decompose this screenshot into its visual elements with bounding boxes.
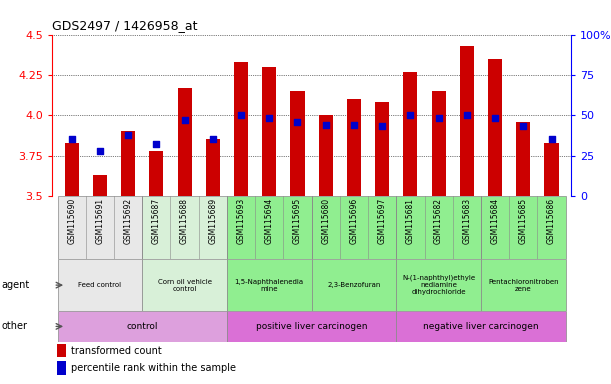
Bar	[397, 259, 481, 311]
Bar	[431, 91, 445, 196]
Bar	[397, 311, 566, 342]
Text: 2,3-Benzofuran: 2,3-Benzofuran	[327, 282, 381, 288]
Bar	[149, 151, 163, 196]
Text: GSM115682: GSM115682	[434, 198, 443, 244]
Text: percentile rank within the sample: percentile rank within the sample	[71, 363, 236, 373]
Text: agent: agent	[1, 280, 29, 290]
Point	[377, 123, 387, 129]
Text: GSM115685: GSM115685	[519, 198, 528, 244]
Bar	[488, 59, 502, 196]
Point	[67, 136, 76, 142]
Text: control: control	[126, 322, 158, 331]
Text: negative liver carcinogen: negative liver carcinogen	[423, 322, 539, 331]
Point	[123, 131, 133, 137]
Bar	[227, 311, 397, 342]
Bar	[57, 259, 142, 311]
Text: GSM115681: GSM115681	[406, 198, 415, 244]
Bar	[375, 102, 389, 196]
Text: GSM115693: GSM115693	[236, 198, 246, 244]
Text: GSM115695: GSM115695	[293, 198, 302, 244]
Text: 1,5-Naphthalenedia
mine: 1,5-Naphthalenedia mine	[235, 279, 304, 291]
Bar	[178, 88, 192, 196]
Point	[293, 119, 302, 125]
Bar	[319, 115, 333, 196]
Bar	[234, 62, 248, 196]
Bar	[481, 196, 566, 259]
Point	[547, 136, 557, 142]
Text: transformed count: transformed count	[71, 346, 162, 356]
Text: GSM115692: GSM115692	[123, 198, 133, 244]
Bar	[460, 46, 474, 196]
Bar	[312, 196, 397, 259]
Text: GSM115690: GSM115690	[67, 198, 76, 244]
Text: Pentachloronitroben
zene: Pentachloronitroben zene	[488, 279, 558, 291]
Text: other: other	[1, 321, 27, 331]
Bar	[65, 142, 79, 196]
Bar	[403, 72, 417, 196]
Text: GSM115683: GSM115683	[463, 198, 471, 244]
Bar	[142, 259, 227, 311]
Text: Feed control: Feed control	[78, 282, 122, 288]
Bar	[481, 259, 566, 311]
Point	[490, 115, 500, 121]
Text: Corn oil vehicle
control: Corn oil vehicle control	[158, 279, 211, 291]
Text: N-(1-naphthyl)ethyle
nediamine
dihydrochloride: N-(1-naphthyl)ethyle nediamine dihydroch…	[402, 275, 475, 295]
Bar	[544, 142, 558, 196]
Point	[208, 136, 218, 142]
Text: GSM115694: GSM115694	[265, 198, 274, 244]
Bar	[57, 196, 142, 259]
Point	[406, 112, 415, 118]
Bar	[57, 311, 227, 342]
Bar	[121, 131, 135, 196]
Text: GSM115689: GSM115689	[208, 198, 218, 244]
Text: GSM115687: GSM115687	[152, 198, 161, 244]
Text: GDS2497 / 1426958_at: GDS2497 / 1426958_at	[52, 19, 197, 32]
Point	[434, 115, 444, 121]
Bar	[57, 344, 67, 357]
Text: GSM115697: GSM115697	[378, 198, 387, 244]
Bar	[290, 91, 304, 196]
Bar	[227, 196, 312, 259]
Text: GSM115684: GSM115684	[491, 198, 500, 244]
Text: positive liver carcinogen: positive liver carcinogen	[256, 322, 367, 331]
Point	[152, 141, 161, 147]
Bar	[57, 361, 67, 375]
Text: GSM115688: GSM115688	[180, 198, 189, 244]
Text: GSM115696: GSM115696	[349, 198, 359, 244]
Text: GSM115680: GSM115680	[321, 198, 330, 244]
Bar	[206, 139, 220, 196]
Point	[349, 122, 359, 128]
Point	[95, 147, 105, 154]
Point	[518, 123, 528, 129]
Bar	[312, 259, 397, 311]
Bar	[93, 175, 107, 196]
Bar	[397, 196, 481, 259]
Text: GSM115686: GSM115686	[547, 198, 556, 244]
Point	[236, 112, 246, 118]
Point	[462, 112, 472, 118]
Bar	[227, 259, 312, 311]
Point	[265, 115, 274, 121]
Text: GSM115691: GSM115691	[95, 198, 104, 244]
Bar	[142, 196, 227, 259]
Bar	[347, 99, 361, 196]
Bar	[516, 122, 530, 196]
Point	[321, 122, 331, 128]
Point	[180, 117, 189, 123]
Bar	[262, 67, 276, 196]
